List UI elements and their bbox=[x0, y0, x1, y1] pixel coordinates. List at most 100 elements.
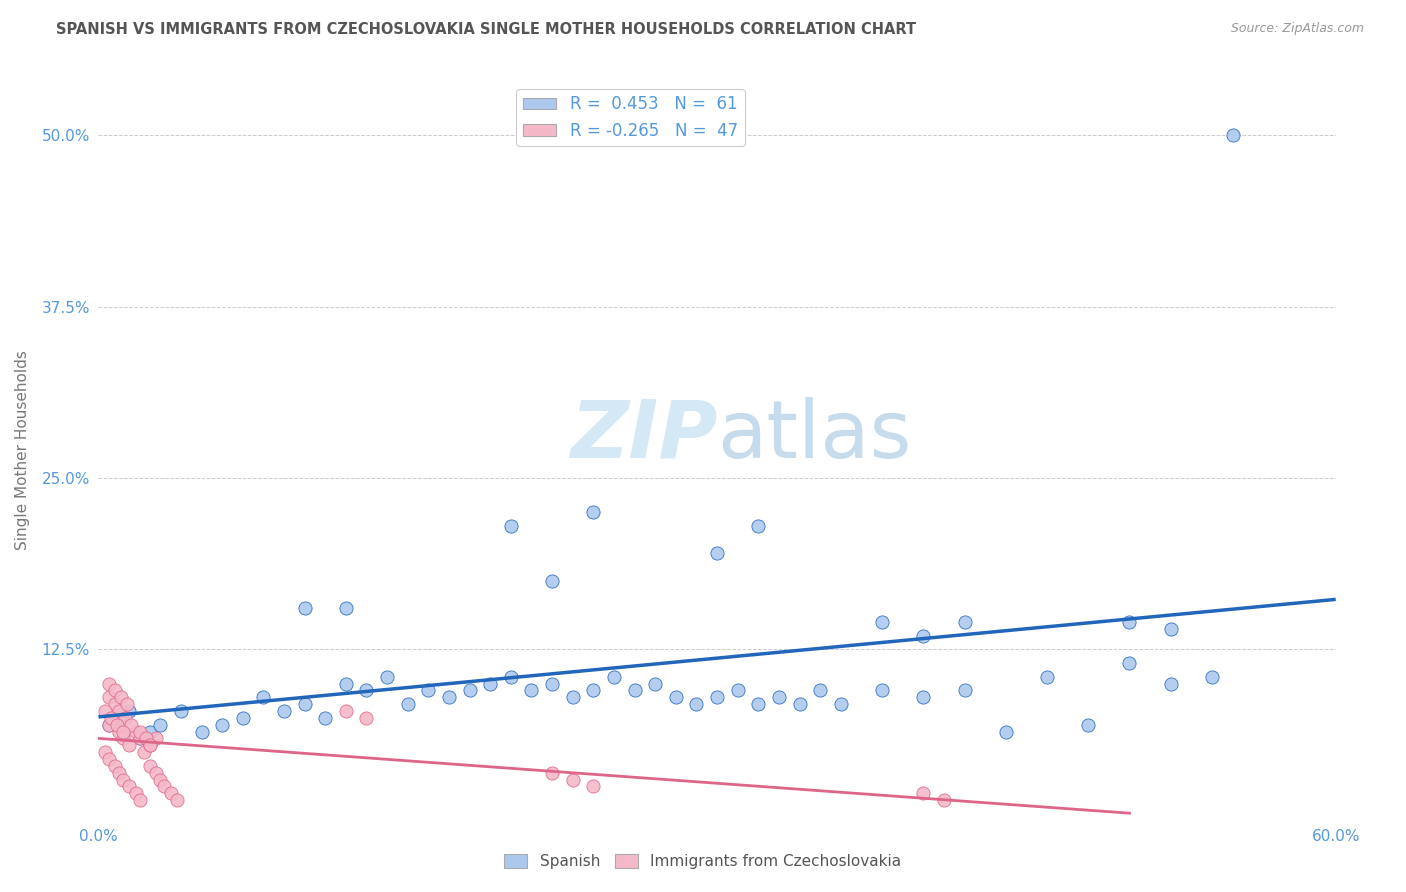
Point bbox=[582, 505, 605, 519]
Point bbox=[97, 752, 120, 766]
Point bbox=[685, 697, 707, 711]
Point bbox=[499, 670, 522, 684]
Point bbox=[159, 786, 181, 800]
Point bbox=[644, 676, 666, 690]
Point bbox=[118, 780, 141, 794]
Point bbox=[1160, 622, 1182, 636]
Point bbox=[100, 711, 122, 725]
Point bbox=[128, 731, 150, 746]
Point bbox=[93, 745, 115, 759]
Point bbox=[789, 697, 811, 711]
Point bbox=[1160, 676, 1182, 690]
Point bbox=[582, 780, 605, 794]
Point bbox=[97, 717, 120, 731]
Point bbox=[232, 711, 254, 725]
Point bbox=[356, 711, 378, 725]
Point bbox=[145, 731, 167, 746]
Point bbox=[149, 717, 172, 731]
Text: atlas: atlas bbox=[717, 397, 911, 475]
Point bbox=[105, 717, 128, 731]
Point bbox=[994, 724, 1017, 739]
Point bbox=[335, 601, 357, 615]
Point bbox=[375, 670, 398, 684]
Point bbox=[356, 683, 378, 698]
Point bbox=[747, 519, 769, 533]
Point bbox=[479, 676, 502, 690]
Point bbox=[112, 724, 135, 739]
Point bbox=[170, 704, 193, 718]
Point bbox=[458, 683, 481, 698]
Point bbox=[912, 628, 935, 642]
Point bbox=[211, 717, 233, 731]
Point bbox=[118, 704, 141, 718]
Point bbox=[706, 546, 728, 560]
Point bbox=[932, 793, 955, 807]
Point bbox=[335, 704, 357, 718]
Point bbox=[93, 704, 115, 718]
Point bbox=[112, 772, 135, 787]
Point bbox=[128, 731, 150, 746]
Point bbox=[120, 717, 142, 731]
Point bbox=[132, 745, 155, 759]
Point bbox=[747, 697, 769, 711]
Point bbox=[1118, 615, 1140, 629]
Point bbox=[128, 724, 150, 739]
Point bbox=[97, 717, 120, 731]
Point bbox=[561, 690, 583, 705]
Point bbox=[114, 711, 136, 725]
Point bbox=[104, 683, 127, 698]
Y-axis label: Single Mother Households: Single Mother Households bbox=[15, 351, 31, 550]
Point bbox=[145, 765, 167, 780]
Point bbox=[166, 793, 188, 807]
Point bbox=[135, 731, 157, 746]
Point bbox=[1077, 717, 1099, 731]
Text: SPANISH VS IMMIGRANTS FROM CZECHOSLOVAKIA SINGLE MOTHER HOUSEHOLDS CORRELATION C: SPANISH VS IMMIGRANTS FROM CZECHOSLOVAKI… bbox=[56, 22, 917, 37]
Point bbox=[870, 683, 893, 698]
Text: ZIP: ZIP bbox=[569, 397, 717, 475]
Point bbox=[117, 697, 139, 711]
Point bbox=[706, 690, 728, 705]
Point bbox=[561, 772, 583, 787]
Point bbox=[335, 676, 357, 690]
Point bbox=[104, 759, 127, 773]
Point bbox=[190, 724, 212, 739]
Point bbox=[665, 690, 688, 705]
Point bbox=[1222, 128, 1244, 142]
Point bbox=[153, 780, 176, 794]
Point bbox=[139, 738, 162, 752]
Point bbox=[97, 690, 120, 705]
Point bbox=[124, 724, 146, 739]
Point bbox=[294, 601, 316, 615]
Point bbox=[912, 786, 935, 800]
Point bbox=[112, 731, 135, 746]
Point bbox=[1118, 656, 1140, 670]
Point bbox=[520, 683, 543, 698]
Point bbox=[149, 772, 172, 787]
Point bbox=[128, 793, 150, 807]
Point bbox=[437, 690, 460, 705]
Point bbox=[108, 765, 131, 780]
Point bbox=[273, 704, 295, 718]
Point bbox=[623, 683, 645, 698]
Point bbox=[541, 676, 564, 690]
Point bbox=[1201, 670, 1223, 684]
Point bbox=[830, 697, 852, 711]
Point bbox=[108, 704, 131, 718]
Point bbox=[1036, 670, 1059, 684]
Point bbox=[953, 683, 976, 698]
Point bbox=[139, 724, 162, 739]
Point bbox=[139, 759, 162, 773]
Legend: R =  0.453   N =  61, R = -0.265   N =  47: R = 0.453 N = 61, R = -0.265 N = 47 bbox=[516, 88, 745, 146]
Point bbox=[582, 683, 605, 698]
Text: Source: ZipAtlas.com: Source: ZipAtlas.com bbox=[1230, 22, 1364, 36]
Point bbox=[418, 683, 440, 698]
Point bbox=[118, 738, 141, 752]
Point bbox=[768, 690, 790, 705]
Point bbox=[912, 690, 935, 705]
Point bbox=[124, 786, 146, 800]
Point bbox=[603, 670, 626, 684]
Point bbox=[870, 615, 893, 629]
Point bbox=[499, 519, 522, 533]
Point bbox=[953, 615, 976, 629]
Point bbox=[104, 697, 127, 711]
